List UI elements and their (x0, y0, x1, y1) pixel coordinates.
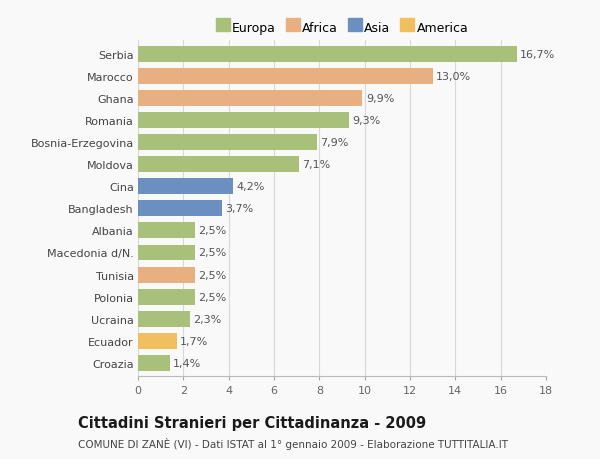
Bar (138, 245, 194, 261)
Text: 9,9%: 9,9% (366, 94, 394, 104)
Bar (138, 223, 194, 239)
Bar (138, 311, 190, 327)
Bar (138, 201, 222, 217)
Text: 1,4%: 1,4% (173, 358, 202, 368)
Bar (138, 333, 176, 349)
Text: 2,5%: 2,5% (198, 270, 226, 280)
Legend: Europa, Africa, Asia, America: Europa, Africa, Asia, America (213, 19, 471, 37)
Text: 2,5%: 2,5% (198, 248, 226, 258)
Text: 7,1%: 7,1% (302, 160, 331, 170)
Text: 2,3%: 2,3% (194, 314, 222, 324)
Text: Cittadini Stranieri per Cittadinanza - 2009: Cittadini Stranieri per Cittadinanza - 2… (78, 415, 426, 431)
Bar (138, 157, 299, 173)
Bar (138, 267, 194, 283)
Bar (138, 113, 349, 129)
Bar (138, 47, 517, 62)
Bar (138, 91, 362, 106)
Bar (138, 355, 170, 371)
Bar (138, 135, 317, 151)
Text: 1,7%: 1,7% (180, 336, 208, 346)
Text: 7,9%: 7,9% (320, 138, 349, 148)
Text: 2,5%: 2,5% (198, 226, 226, 236)
Text: 4,2%: 4,2% (236, 182, 265, 192)
Text: 3,7%: 3,7% (225, 204, 254, 214)
Text: 16,7%: 16,7% (520, 50, 555, 60)
Text: 13,0%: 13,0% (436, 72, 471, 82)
Bar (138, 69, 433, 84)
Bar (138, 179, 233, 195)
Text: 2,5%: 2,5% (198, 292, 226, 302)
Text: 9,3%: 9,3% (352, 116, 380, 126)
Bar (138, 289, 194, 305)
Text: COMUNE DI ZANÈ (VI) - Dati ISTAT al 1° gennaio 2009 - Elaborazione TUTTITALIA.IT: COMUNE DI ZANÈ (VI) - Dati ISTAT al 1° g… (78, 437, 508, 449)
